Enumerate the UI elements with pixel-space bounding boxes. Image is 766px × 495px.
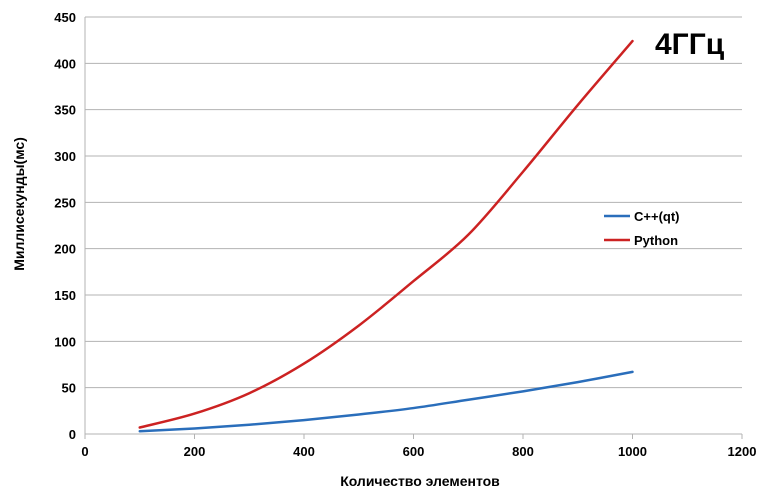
y-tick-label: 250 [54, 195, 76, 210]
series-line-cpp [138, 370, 634, 433]
y-axis-label: Миллисекунды(мс) [11, 137, 27, 271]
y-tick-label: 350 [54, 103, 76, 118]
x-tick-label: 600 [403, 444, 425, 459]
x-tick-label: 400 [293, 444, 315, 459]
legend-label-python: Python [634, 233, 678, 248]
y-tick-label: 100 [54, 334, 76, 349]
x-tick-label: 1000 [618, 444, 647, 459]
x-tick-label: 1200 [728, 444, 757, 459]
y-tick-label: 150 [54, 288, 76, 303]
x-axis-label: Количество элементов [340, 473, 500, 489]
y-tick-label: 200 [54, 242, 76, 257]
x-tick-label: 800 [512, 444, 534, 459]
series-line-python [138, 39, 634, 429]
series-layer [138, 39, 634, 433]
y-tick-label: 50 [62, 381, 76, 396]
tick-labels: 0 50 100 150 200 250 300 350 400 450 0 200 400 600 800… [54, 10, 756, 459]
axis-layer [84, 17, 743, 439]
grid-layer [85, 16, 742, 389]
chart-annotation: 4ГГц [655, 28, 725, 61]
legend: C++(qt) Python [604, 209, 680, 248]
legend-label-cpp: C++(qt) [634, 209, 680, 224]
x-tick-label: 200 [184, 444, 206, 459]
y-tick-label: 450 [54, 10, 76, 25]
y-tick-label: 0 [69, 427, 76, 442]
y-tick-label: 300 [54, 149, 76, 164]
y-tick-label: 400 [54, 56, 76, 71]
x-tick-label: 0 [81, 444, 88, 459]
